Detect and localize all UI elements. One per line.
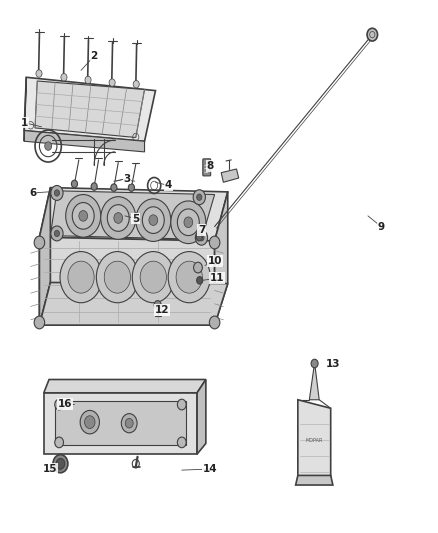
Text: 14: 14 (203, 464, 218, 474)
Circle shape (209, 236, 220, 249)
Circle shape (79, 211, 88, 221)
Circle shape (176, 261, 202, 293)
Polygon shape (44, 393, 197, 454)
Polygon shape (298, 400, 331, 477)
Polygon shape (50, 191, 215, 239)
Circle shape (72, 203, 94, 229)
Circle shape (68, 261, 94, 293)
Circle shape (177, 399, 186, 410)
Polygon shape (39, 237, 215, 325)
Text: 3: 3 (124, 174, 131, 183)
Text: MOPAR: MOPAR (306, 438, 323, 443)
Circle shape (132, 252, 174, 303)
Polygon shape (24, 77, 26, 141)
Text: 1: 1 (21, 118, 28, 127)
Text: 9: 9 (378, 222, 385, 231)
Polygon shape (309, 365, 319, 400)
Circle shape (91, 183, 97, 190)
Polygon shape (221, 169, 239, 182)
Text: 12: 12 (155, 305, 170, 315)
Circle shape (101, 197, 136, 239)
Circle shape (171, 201, 206, 244)
Circle shape (51, 185, 63, 200)
Polygon shape (24, 77, 155, 141)
Circle shape (34, 316, 45, 329)
Circle shape (125, 418, 133, 428)
Circle shape (184, 217, 193, 228)
Circle shape (168, 252, 210, 303)
Circle shape (109, 79, 115, 86)
Circle shape (51, 226, 63, 241)
Polygon shape (24, 131, 145, 152)
Circle shape (85, 76, 91, 84)
Circle shape (194, 262, 202, 273)
Circle shape (104, 261, 131, 293)
Polygon shape (39, 282, 228, 325)
Circle shape (196, 233, 202, 241)
Circle shape (54, 230, 60, 237)
Circle shape (193, 190, 205, 205)
Polygon shape (296, 475, 333, 485)
Polygon shape (44, 379, 206, 393)
Circle shape (80, 410, 99, 434)
Circle shape (197, 194, 202, 200)
FancyBboxPatch shape (203, 159, 211, 176)
Circle shape (55, 399, 64, 410)
Text: 6: 6 (29, 188, 36, 198)
Circle shape (197, 277, 203, 284)
Polygon shape (55, 401, 186, 445)
Text: 7: 7 (198, 225, 205, 235)
Circle shape (199, 235, 204, 241)
Circle shape (85, 416, 95, 429)
Circle shape (195, 230, 208, 245)
Circle shape (142, 207, 164, 233)
Circle shape (36, 70, 42, 77)
Circle shape (61, 74, 67, 81)
Polygon shape (35, 81, 145, 138)
Circle shape (177, 209, 199, 236)
Circle shape (71, 180, 78, 188)
Circle shape (53, 455, 68, 473)
Polygon shape (197, 379, 206, 454)
Circle shape (96, 252, 138, 303)
Circle shape (140, 261, 166, 293)
Text: 13: 13 (325, 359, 340, 368)
Text: 15: 15 (43, 464, 58, 474)
Circle shape (154, 301, 161, 309)
Text: 4: 4 (165, 181, 172, 190)
Circle shape (367, 28, 378, 41)
Circle shape (209, 316, 220, 329)
Circle shape (136, 199, 171, 241)
Circle shape (133, 80, 139, 88)
Circle shape (114, 213, 123, 223)
Circle shape (118, 212, 124, 218)
Circle shape (54, 190, 60, 196)
Circle shape (149, 215, 158, 225)
Text: 16: 16 (57, 399, 72, 409)
Text: 11: 11 (209, 273, 224, 283)
Circle shape (111, 184, 117, 191)
Circle shape (66, 195, 101, 237)
Circle shape (107, 205, 129, 231)
Text: 2: 2 (91, 51, 98, 61)
Text: 10: 10 (207, 256, 222, 266)
Polygon shape (39, 188, 50, 325)
Polygon shape (39, 188, 228, 241)
Circle shape (55, 437, 64, 448)
Circle shape (56, 458, 65, 469)
Circle shape (128, 184, 134, 191)
Circle shape (177, 437, 186, 448)
Circle shape (34, 236, 45, 249)
Polygon shape (215, 192, 228, 325)
Text: 5: 5 (132, 214, 139, 223)
Circle shape (60, 252, 102, 303)
Text: 8: 8 (207, 161, 214, 171)
Circle shape (45, 142, 52, 150)
Circle shape (311, 359, 318, 368)
Circle shape (121, 414, 137, 433)
